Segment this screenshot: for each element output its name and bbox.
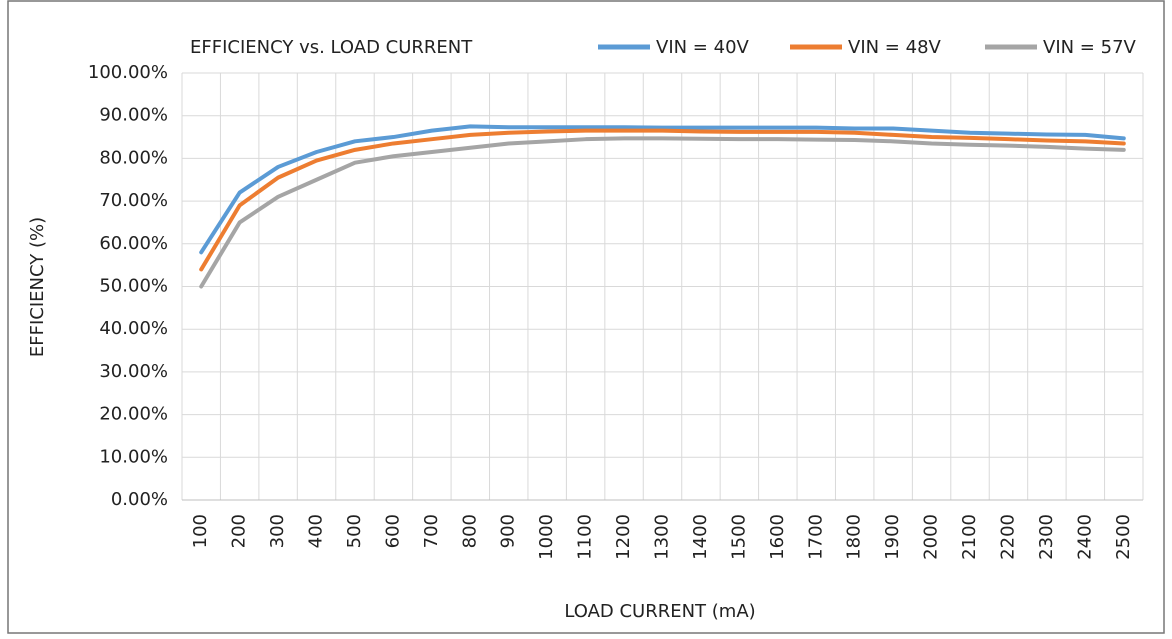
x-tick-label: 2000 bbox=[921, 514, 942, 560]
y-tick-label: 0.00% bbox=[111, 489, 168, 510]
legend-label: VIN = 57V bbox=[1043, 37, 1137, 58]
legend-label: VIN = 48V bbox=[848, 37, 942, 58]
frame bbox=[7, 0, 1165, 634]
series-line bbox=[199, 136, 1126, 289]
y-tick-label: 10.00% bbox=[99, 446, 168, 467]
y-tick-label: 70.00% bbox=[99, 190, 168, 211]
y-tick-label: 100.00% bbox=[88, 62, 168, 83]
x-tick-label: 1300 bbox=[652, 514, 673, 560]
x-tick-label: 300 bbox=[267, 514, 288, 548]
y-tick-label: 30.00% bbox=[99, 361, 168, 382]
x-tick-label: 700 bbox=[421, 514, 442, 548]
x-tick-label: 1400 bbox=[690, 514, 711, 560]
x-tick-label: 200 bbox=[229, 514, 250, 548]
series-line bbox=[199, 124, 1126, 255]
y-tick-label: 40.00% bbox=[99, 318, 168, 339]
x-tick-label: 2300 bbox=[1036, 514, 1057, 560]
chart-title: EFFICIENCY vs. LOAD CURRENT bbox=[190, 37, 473, 58]
y-tick-label: 60.00% bbox=[99, 233, 168, 254]
x-tick-label: 400 bbox=[306, 514, 327, 548]
x-axis-title: LOAD CURRENT (mA) bbox=[564, 601, 755, 622]
y-tick-label: 80.00% bbox=[99, 147, 168, 168]
series-line bbox=[199, 128, 1126, 272]
y-tick-label: 50.00% bbox=[99, 276, 168, 297]
x-tick-label: 1200 bbox=[613, 514, 634, 560]
x-tick-label: 2400 bbox=[1074, 514, 1095, 560]
x-tick-label: 800 bbox=[459, 514, 480, 548]
x-tick-label: 2500 bbox=[1113, 514, 1134, 560]
x-tick-label: 1100 bbox=[575, 514, 596, 560]
x-tick-label: 600 bbox=[382, 514, 403, 548]
y-tick-label: 90.00% bbox=[99, 105, 168, 126]
legend-label: VIN = 40V bbox=[656, 37, 750, 58]
x-tick-label: 2100 bbox=[959, 514, 980, 560]
x-tick-label: 1800 bbox=[844, 514, 865, 560]
y-tick-label: 20.00% bbox=[99, 404, 168, 425]
x-tick-label: 100 bbox=[190, 514, 211, 548]
x-tick-label: 2200 bbox=[997, 514, 1018, 560]
y-axis-title: EFFICIENCY (%) bbox=[27, 217, 48, 357]
x-tick-label: 900 bbox=[498, 514, 519, 548]
x-tick-label: 1700 bbox=[805, 514, 826, 560]
x-tick-label: 500 bbox=[344, 514, 365, 548]
x-tick-label: 1000 bbox=[536, 514, 557, 560]
x-tick-label: 1600 bbox=[767, 514, 788, 560]
x-tick-label: 1500 bbox=[728, 514, 749, 560]
x-tick-label: 1900 bbox=[882, 514, 903, 560]
